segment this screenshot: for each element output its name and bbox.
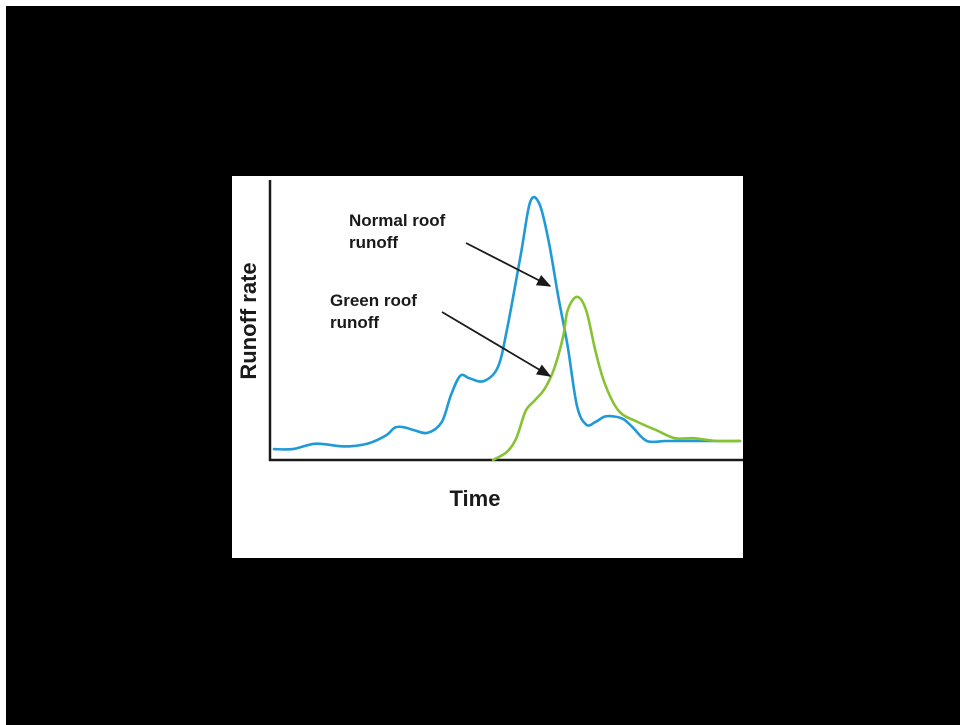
- chart-panel: Time Runoff rate Normal roof runoff Gree…: [232, 176, 743, 558]
- normal-roof-runoff-line: [272, 195, 742, 451]
- runoff-chart: Time Runoff rate Normal roof runoff Gree…: [236, 180, 743, 511]
- annotation-green-roof-line1: Green roof: [330, 291, 417, 310]
- annotation-normal-roof-line1: Normal roof: [349, 211, 446, 230]
- annotation-arrow-green-roof: [441, 311, 552, 377]
- annotation-arrow-normal-roof: [465, 242, 552, 287]
- green-roof-runoff-line: [491, 295, 742, 462]
- annotation-green-roof-line2: runoff: [330, 313, 379, 332]
- x-axis-title: Time: [450, 486, 501, 511]
- annotation-normal-roof-line2: runoff: [349, 233, 398, 252]
- y-axis-title: Runoff rate: [236, 262, 261, 379]
